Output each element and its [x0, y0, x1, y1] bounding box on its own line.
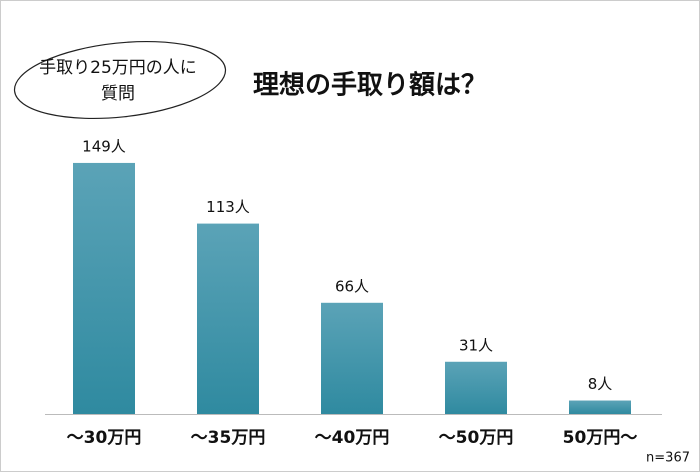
bar — [445, 361, 507, 414]
bar — [321, 302, 383, 414]
note: n=367 — [646, 451, 690, 466]
x-tick-label: ～40万円 — [315, 428, 390, 448]
bar — [73, 162, 135, 414]
value-label: 149人 — [82, 137, 126, 155]
chart-title: 理想の手取り額は？ — [253, 71, 487, 101]
x-tick-label: ～30万円 — [67, 428, 142, 448]
value-label: 8人 — [588, 375, 613, 393]
annotation-line: 手取り25万円の人に — [39, 58, 197, 78]
bar — [197, 223, 259, 414]
value-label: 66人 — [335, 277, 369, 295]
bar — [569, 400, 631, 414]
value-label: 113人 — [206, 198, 250, 216]
x-tick-label: ～35万円 — [191, 428, 266, 448]
x-tick-label: 50万円～ — [563, 428, 638, 448]
annotation-bubble — [13, 40, 227, 120]
value-label: 31人 — [459, 336, 493, 354]
annotation-line: 質問 — [101, 84, 135, 104]
x-tick-label: ～50万円 — [439, 428, 514, 448]
